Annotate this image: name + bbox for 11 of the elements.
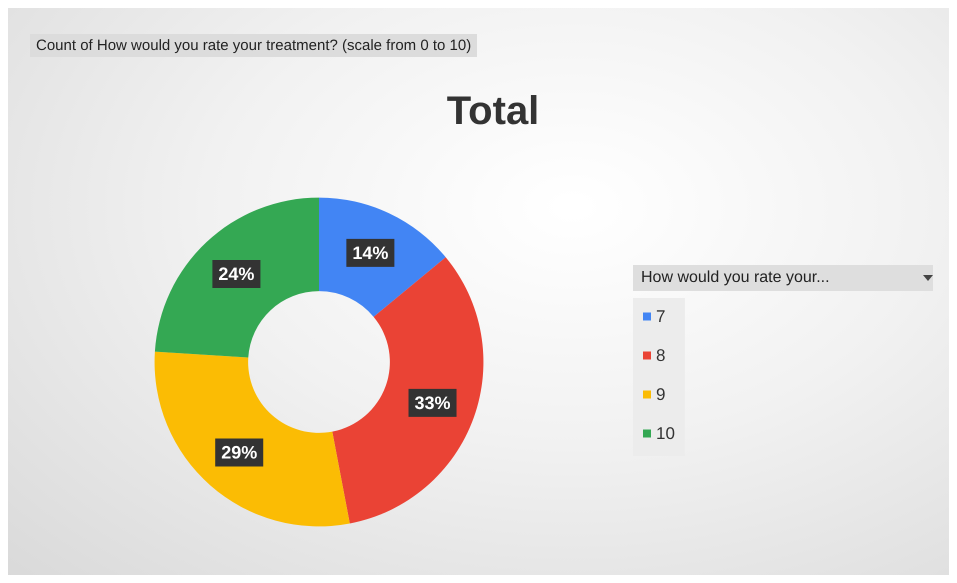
data-label: 29% <box>221 442 258 463</box>
text: Count of How would you rate your treatment? (scale from 0 to 10) <box>30 34 478 57</box>
chart-title: Total <box>446 89 540 133</box>
legend-label: 10 <box>656 424 675 443</box>
data-label: 24% <box>218 264 254 284</box>
data-label: 33% <box>414 392 451 413</box>
data-label: 14% <box>352 242 388 263</box>
legend-label: 8 <box>656 346 666 365</box>
legend-label: 9 <box>656 385 666 404</box>
legend-title: How would you rate your... <box>633 265 933 291</box>
legend-label: 7 <box>656 307 666 326</box>
